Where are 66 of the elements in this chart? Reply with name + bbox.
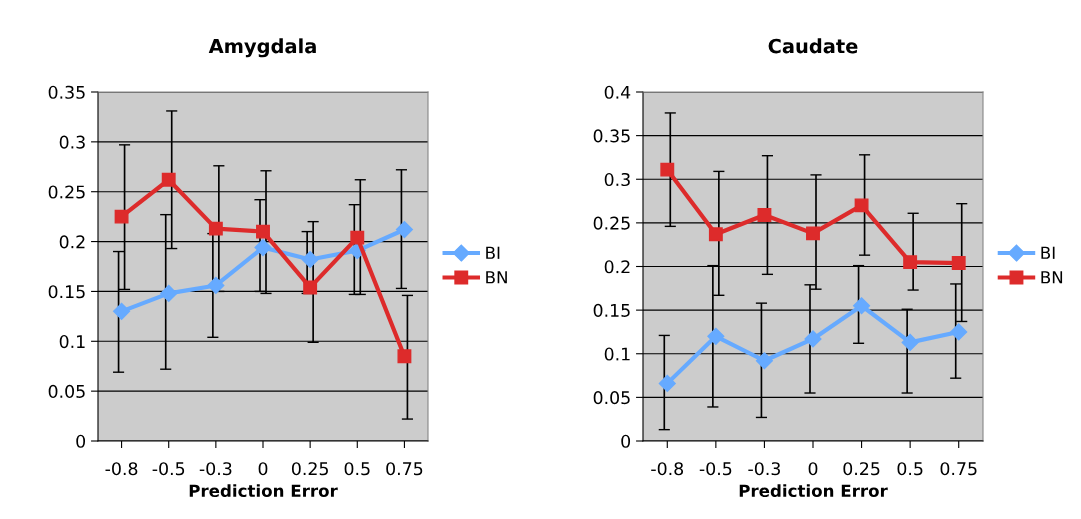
- y-tick-label: 0.05: [48, 384, 85, 398]
- y-tick-label: 0.2: [604, 260, 630, 274]
- y-tick-label: 0.1: [604, 347, 630, 361]
- point: [806, 226, 820, 241]
- point: [256, 224, 270, 239]
- x-tick-label: 0.5: [344, 462, 370, 476]
- x-axis-title: Prediction Error: [739, 484, 888, 498]
- point: [950, 323, 968, 341]
- x-tick-label: -0.3: [748, 462, 780, 476]
- x-axis-title: Prediction Error: [189, 484, 338, 498]
- point: [161, 172, 176, 187]
- x-tick-label: 0.25: [843, 462, 880, 476]
- point: [397, 349, 412, 364]
- point: [708, 227, 723, 242]
- point: [757, 208, 772, 222]
- x-tick-label: 0.75: [940, 462, 977, 476]
- y-tick-label: 0.2: [59, 235, 85, 249]
- point: [254, 239, 272, 257]
- y-tick-label: 0.15: [593, 303, 630, 317]
- y-tick-label: 0.35: [48, 85, 85, 99]
- y-tick-label: 0: [621, 434, 631, 448]
- x-tick-label: 0: [258, 462, 268, 476]
- point: [395, 221, 413, 239]
- legend-label: BN: [1041, 271, 1063, 284]
- point: [350, 230, 365, 245]
- x-tick-label: -0.3: [199, 462, 232, 476]
- point: [160, 284, 178, 302]
- x-tick-label: -0.5: [699, 462, 732, 476]
- chart-title: Amygdala: [208, 38, 316, 58]
- point: [755, 352, 773, 370]
- y-tick-label: 0.4: [604, 85, 631, 99]
- x-tick-label: 0: [808, 462, 818, 476]
- point: [208, 221, 223, 236]
- y-tick-label: 0.05: [593, 391, 630, 405]
- point: [903, 255, 918, 270]
- point: [658, 374, 676, 392]
- legend-label: BI: [486, 246, 500, 259]
- point: [660, 162, 675, 177]
- y-tick-label: 0.3: [604, 172, 630, 187]
- y-tick-label: 0.35: [593, 129, 630, 143]
- y-tick-label: 0: [76, 434, 86, 448]
- x-tick-label: -0.5: [152, 462, 185, 476]
- point: [707, 327, 725, 345]
- point: [853, 297, 871, 315]
- point: [951, 256, 966, 270]
- point: [207, 276, 225, 294]
- point: [113, 302, 131, 320]
- x-tick-label: -0.8: [651, 462, 684, 476]
- point: [303, 280, 318, 295]
- point: [901, 333, 919, 351]
- x-tick-label: 0.25: [291, 462, 328, 476]
- point: [804, 330, 822, 348]
- y-tick-label: 0.15: [48, 285, 85, 299]
- x-tick-label: 0.75: [386, 462, 423, 476]
- point: [301, 250, 319, 269]
- x-tick-label: -0.8: [105, 462, 138, 476]
- chart-title: Caudate: [768, 38, 858, 54]
- y-tick-label: 0.3: [59, 135, 85, 149]
- point: [854, 198, 869, 213]
- point: [114, 209, 129, 224]
- y-tick-label: 0.1: [59, 335, 85, 349]
- x-tick-label: 0.5: [897, 462, 923, 476]
- y-tick-label: 0.25: [48, 185, 85, 199]
- legend-label: BN: [486, 271, 507, 284]
- y-tick-label: 0.25: [593, 216, 630, 230]
- legend-label: BI: [1041, 246, 1055, 259]
